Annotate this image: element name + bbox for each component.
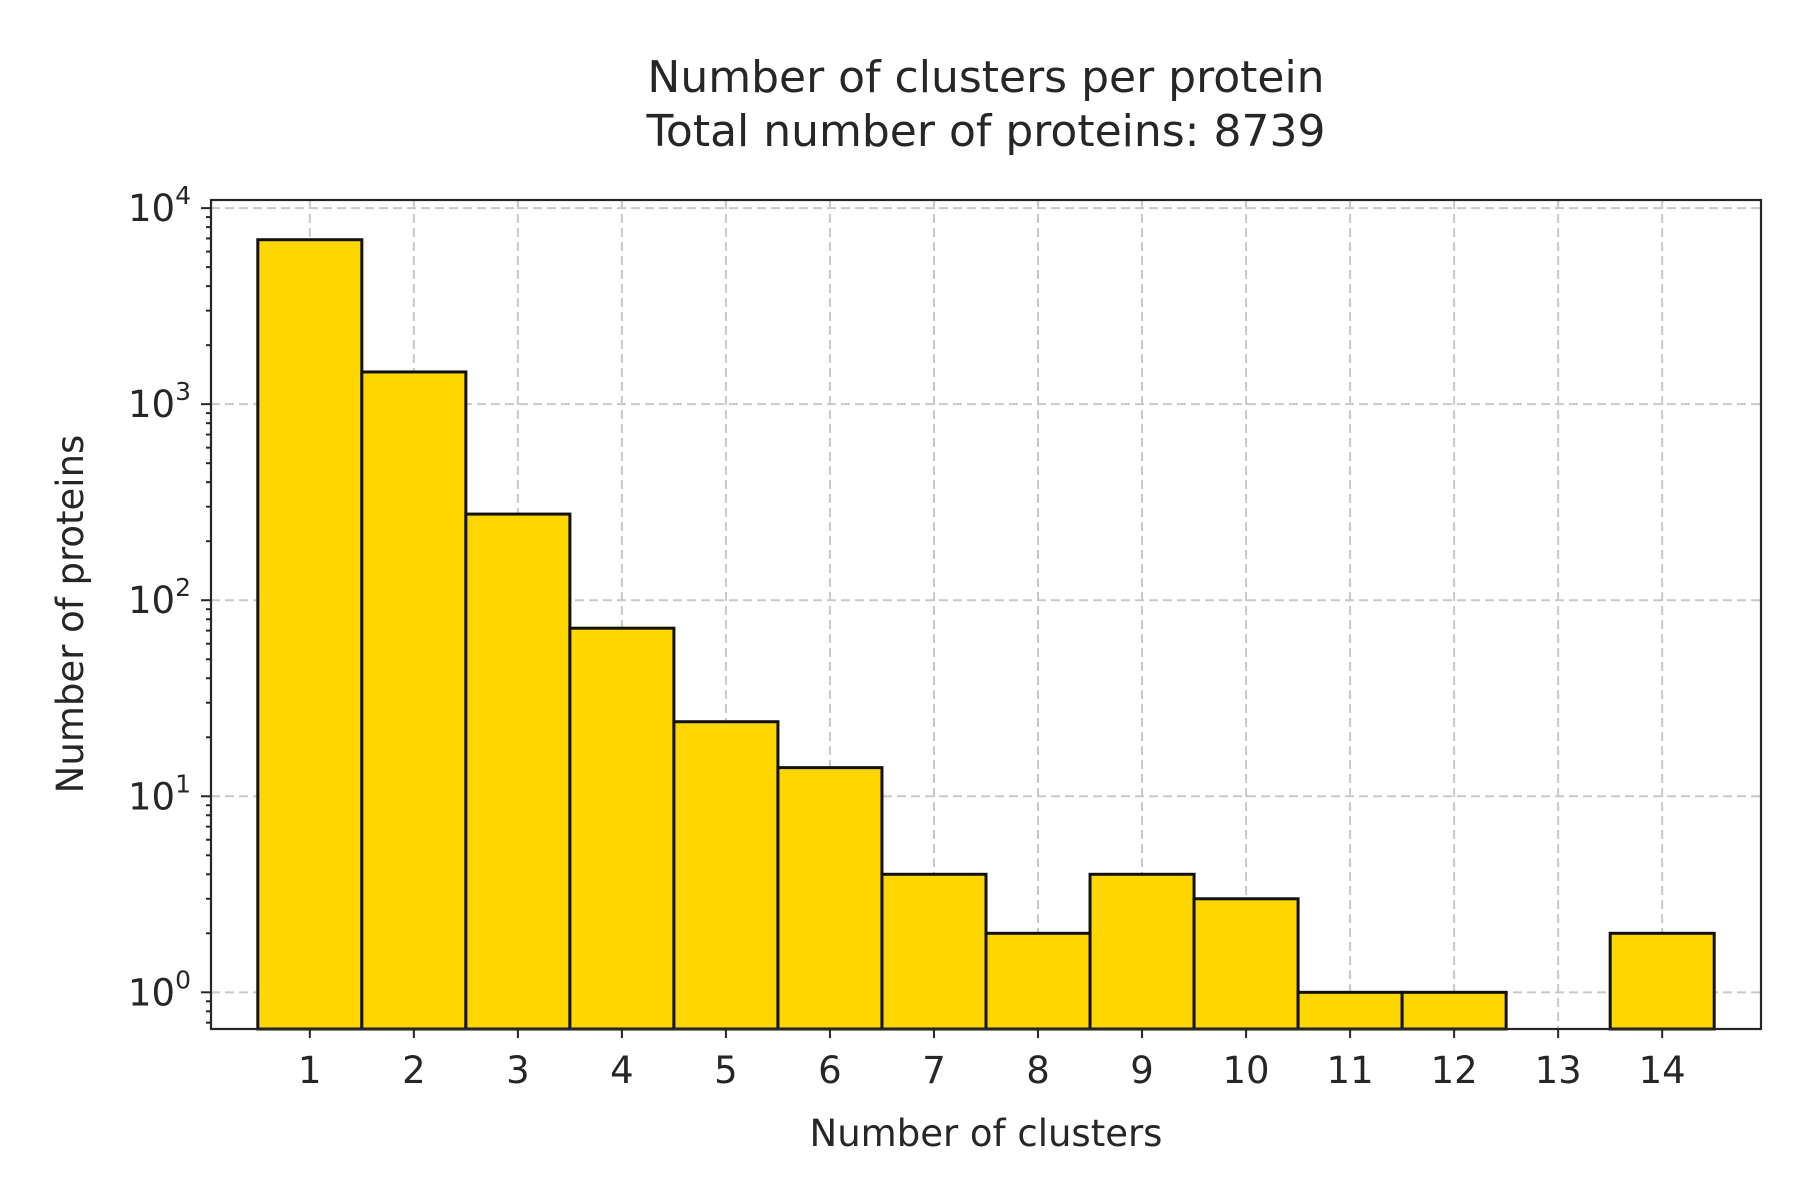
y-tick-label: 104	[128, 181, 191, 230]
x-tick-label: 2	[402, 1049, 426, 1092]
x-tick-label: 13	[1535, 1049, 1582, 1092]
bar-9	[1088, 872, 1196, 1031]
y-tick-label: 100	[128, 965, 191, 1014]
x-axis-label: Number of clusters	[810, 1112, 1163, 1155]
y-tick-label: 103	[128, 377, 191, 426]
bar-7	[880, 872, 988, 1031]
x-tick-label: 3	[506, 1049, 530, 1092]
x-tick-label: 7	[922, 1049, 946, 1092]
x-tick-label: 8	[1026, 1049, 1050, 1092]
x-tick-label: 9	[1130, 1049, 1154, 1092]
x-axis-ticks: 1 2 3 4 5 6 7 8 9 10 11 12 13 14	[298, 1029, 1686, 1092]
bar-3	[464, 512, 572, 1031]
bar-11	[1296, 990, 1404, 1031]
x-tick-label: 4	[610, 1049, 634, 1092]
chart-title-line-1: Number of clusters per protein	[647, 52, 1324, 103]
plot-frame	[209, 198, 1763, 1031]
bars	[256, 238, 1716, 1031]
x-tick-label: 6	[818, 1049, 842, 1092]
x-tick-label: 1	[298, 1049, 322, 1092]
bar-5	[672, 720, 780, 1031]
bar-8	[984, 931, 1092, 1031]
chart-title-line-2: Total number of proteins: 8739	[646, 106, 1326, 157]
x-tick-label: 14	[1639, 1049, 1686, 1092]
x-tick-label: 5	[714, 1049, 738, 1092]
bar-12	[1400, 990, 1508, 1031]
bar-4	[568, 626, 676, 1031]
bar-6	[776, 766, 884, 1031]
bar-10	[1192, 897, 1300, 1031]
y-tick-label: 102	[128, 573, 191, 622]
y-axis-ticks: 100 101 102 103 104	[128, 181, 211, 1024]
bar-14	[1608, 931, 1716, 1031]
y-tick-label: 101	[128, 769, 191, 818]
x-tick-label: 10	[1223, 1049, 1270, 1092]
x-tick-label: 12	[1431, 1049, 1478, 1092]
bar-1	[256, 238, 364, 1031]
x-tick-label: 11	[1327, 1049, 1374, 1092]
bar-2	[360, 370, 468, 1031]
y-axis-label: Number of proteins	[49, 435, 92, 794]
